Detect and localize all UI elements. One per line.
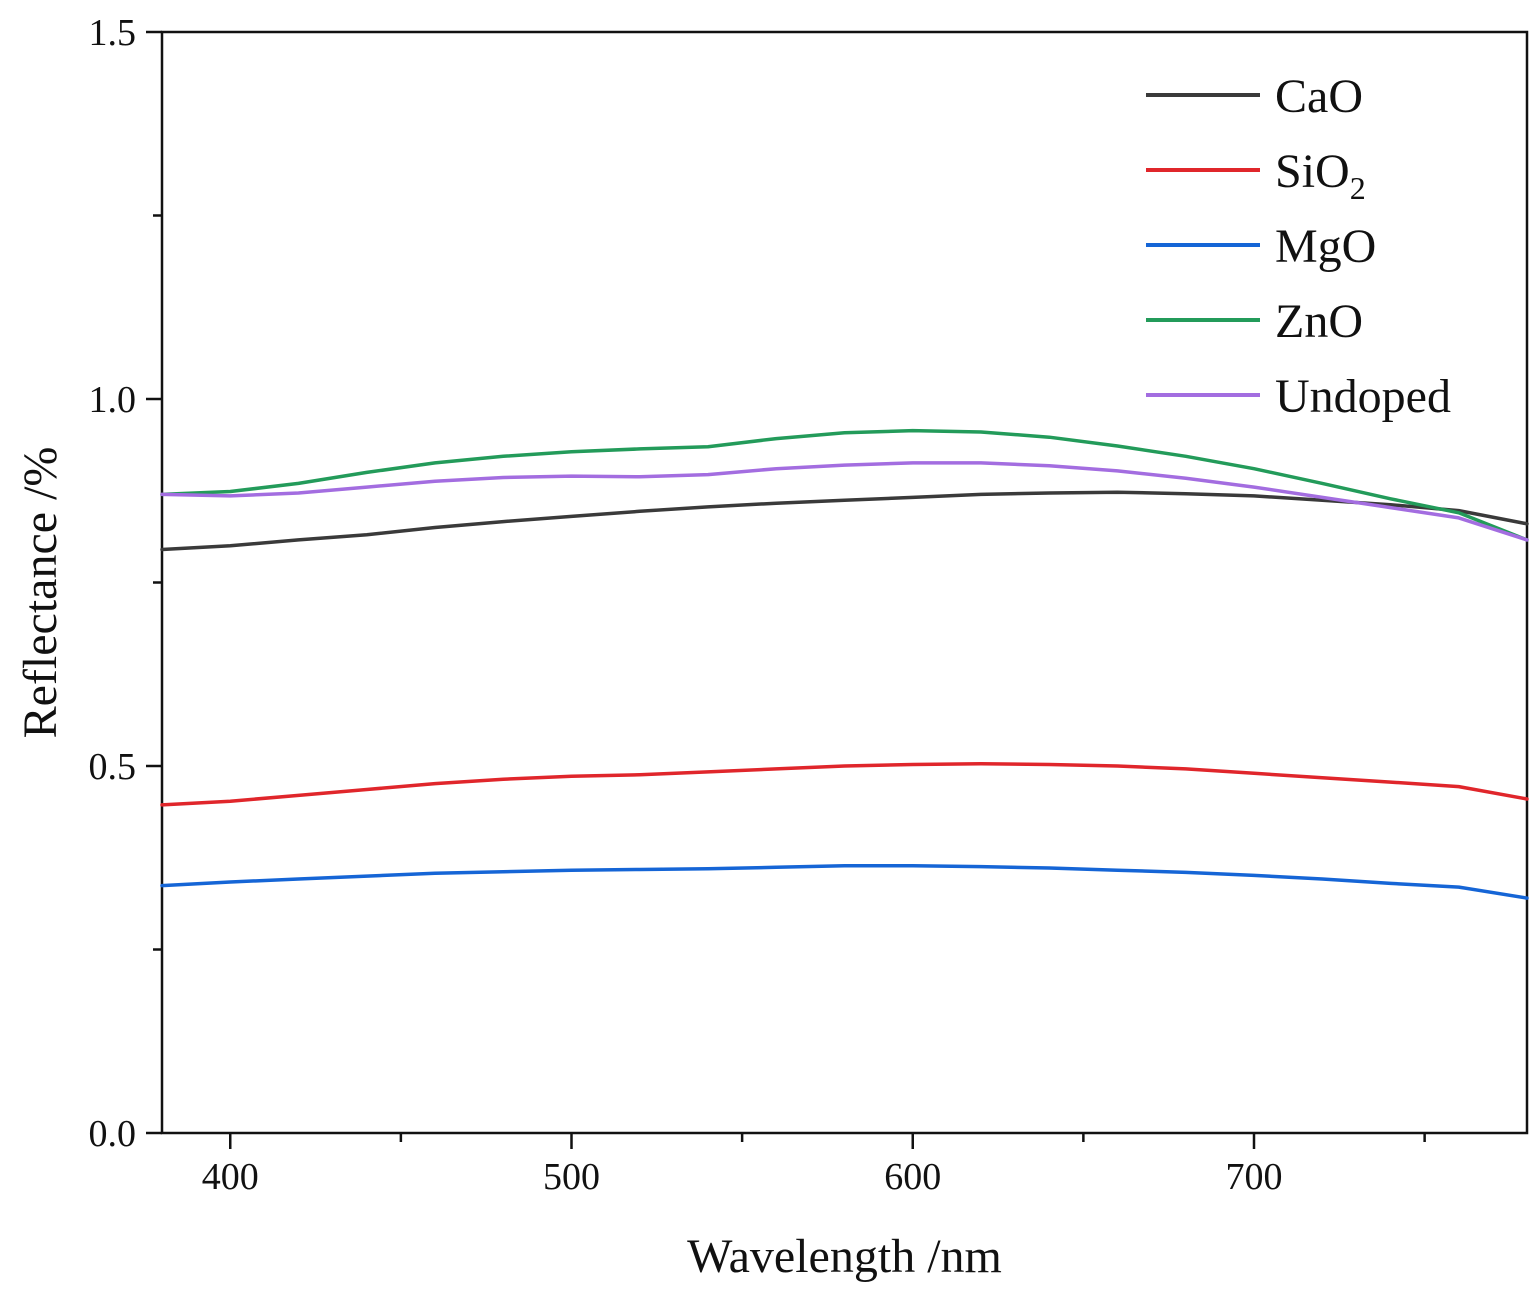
legend: CaO SiO2 MgO ZnO Undoped: [1146, 70, 1451, 423]
axes: 400 500 600 700 0.0 0.5 1.0 1.5: [89, 12, 1529, 1198]
y-tick-label: 0.5: [89, 746, 137, 788]
legend-label-mgo: MgO: [1275, 220, 1376, 273]
series-line-undoped: [160, 461, 1529, 542]
series-line-cao: [160, 490, 1529, 552]
legend-label-zno: ZnO: [1275, 295, 1363, 348]
y-axis-title: Reflectance /%: [14, 447, 67, 739]
series-line-sio2: [160, 762, 1529, 807]
x-tick-label: 500: [543, 1156, 600, 1198]
x-tick-label: 700: [1226, 1156, 1283, 1198]
legend-label-undoped: Undoped: [1275, 370, 1451, 423]
y-tick-label: 0.0: [89, 1113, 137, 1155]
y-tick-label: 1.0: [89, 379, 137, 421]
x-axis-title: Wavelength /nm: [687, 1230, 1002, 1283]
x-tick-label: 400: [202, 1156, 259, 1198]
series-line-mgo: [160, 864, 1529, 900]
legend-label-cao: CaO: [1275, 70, 1363, 123]
y-tick-label: 1.5: [89, 12, 137, 54]
series-lines: [160, 428, 1529, 900]
legend-label-sio2: SiO2: [1275, 145, 1366, 206]
series-line-zno: [160, 428, 1529, 542]
x-tick-label: 600: [884, 1156, 941, 1198]
